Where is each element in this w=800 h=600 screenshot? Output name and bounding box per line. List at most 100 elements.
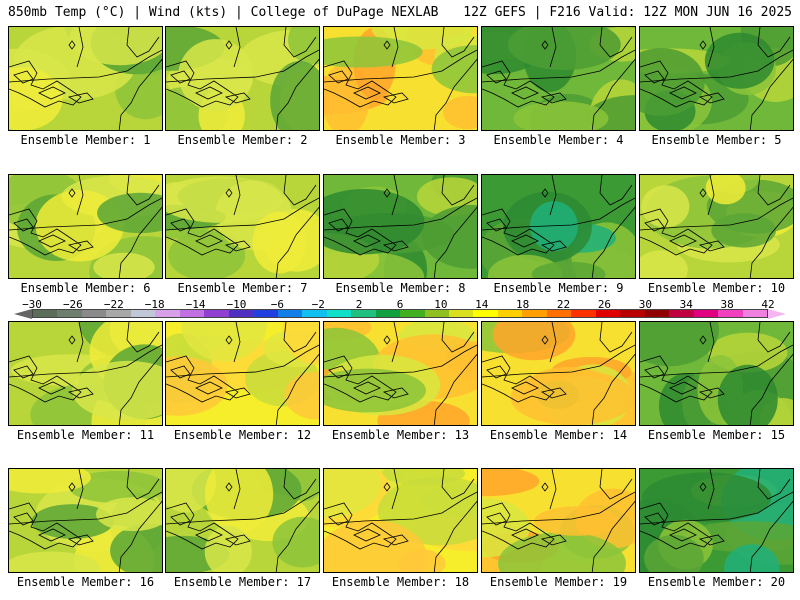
ensemble-member-label: Ensemble Member: 15 (647, 428, 786, 442)
colorbar-tick-label: 2 (355, 298, 363, 311)
colorbar-swatch (179, 310, 205, 317)
colorbar-tick-label: −30 (22, 298, 42, 311)
ensemble-map (323, 321, 478, 426)
ensemble-member-label: Ensemble Member: 19 (489, 575, 628, 589)
colorbar-tick-label: 18 (516, 298, 530, 311)
temperature-field (9, 322, 162, 425)
temperature-field (482, 175, 635, 278)
colorbar-swatch (253, 310, 278, 317)
colorbar-swatch (130, 310, 156, 317)
ensemble-map (323, 26, 478, 131)
colorbar-swatch (497, 310, 523, 317)
ensemble-member-label: Ensemble Member: 5 (651, 133, 782, 147)
colorbar-swatch (473, 310, 498, 317)
temperature-field (482, 322, 635, 425)
temperature-field (9, 175, 162, 278)
colorbar-tick-label: 26 (597, 298, 612, 311)
colorbar-swatch (693, 310, 719, 317)
temperature-field (166, 175, 319, 278)
ensemble-member-label: Ensemble Member: 9 (493, 281, 624, 295)
ensemble-member-label: Ensemble Member: 17 (173, 575, 312, 589)
ensemble-map (639, 321, 794, 426)
ensemble-map (165, 468, 320, 573)
temperature-field (9, 469, 162, 572)
temperature-field (166, 322, 319, 425)
ensemble-member-label: Ensemble Member: 16 (16, 575, 155, 589)
colorbar-tick-label: 42 (761, 298, 775, 311)
ensemble-map (481, 321, 636, 426)
colorbar-tick-label: −6 (270, 298, 284, 311)
ensemble-member-label: Ensemble Member: 12 (173, 428, 312, 442)
colorbar-swatch (228, 310, 254, 317)
colorbar-swatch (204, 310, 229, 317)
colorbar-tick-label: 10 (434, 298, 448, 311)
temperature-field (640, 175, 793, 278)
colorbar-swatch (522, 310, 547, 317)
colorbar-swatch (718, 310, 743, 317)
temperature-field (482, 27, 635, 130)
temperature-field (324, 469, 477, 572)
ensemble-map (323, 174, 478, 279)
ensemble-map (639, 26, 794, 131)
ensemble-member-label: Ensemble Member: 18 (331, 575, 470, 589)
colorbar-swatch (571, 310, 596, 317)
colorbar-swatch (644, 310, 670, 317)
colorbar-swatch (57, 310, 82, 317)
colorbar-tick-label: 38 (720, 298, 734, 311)
colorbar-swatch (277, 310, 303, 317)
ensemble-map (481, 174, 636, 279)
temperature-field (640, 469, 793, 572)
temperature-field (640, 27, 793, 130)
colorbar-swatch (400, 310, 425, 317)
colorbar-tick-label: 34 (679, 298, 693, 311)
colorbar-swatch (351, 310, 376, 317)
colorbar-swatch (302, 310, 327, 317)
ensemble-member-label: Ensemble Member: 14 (489, 428, 628, 442)
temperature-field (166, 469, 319, 572)
colorbar-swatch (669, 310, 694, 317)
ensemble-member-label: Ensemble Member: 11 (16, 428, 155, 442)
ensemble-map (8, 321, 163, 426)
colorbar-swatch (155, 310, 180, 317)
ensemble-map (165, 174, 320, 279)
ensemble-map (8, 468, 163, 573)
temperature-colorbar: −30 −26 −22 −18 −14 −10 −6 −2 2 6 10 14 18 22 26 30 34 38… (14, 298, 786, 324)
ensemble-member-label: Ensemble Member: 3 (335, 133, 466, 147)
colorbar-swatch (424, 310, 449, 317)
colorbar-swatch (742, 310, 768, 317)
colorbar-swatch (326, 310, 352, 317)
model-run-info: 12Z GEFS | F216 Valid: 12Z MON JUN 16 20… (463, 5, 792, 20)
ensemble-map (639, 468, 794, 573)
temperature-field (9, 27, 162, 130)
colorbar-swatch (106, 310, 131, 317)
colorbar-swatch (81, 310, 107, 317)
colorbar-tick-label: −10 (226, 298, 247, 311)
colorbar-right-arrow (768, 309, 786, 319)
colorbar-strip (32, 309, 768, 318)
ensemble-member-label: Ensemble Member: 6 (20, 281, 151, 295)
ensemble-member-label: Ensemble Member: 10 (647, 281, 786, 295)
colorbar-swatch (375, 310, 401, 317)
ensemble-map (165, 26, 320, 131)
ensemble-map (481, 26, 636, 131)
ensemble-member-label: Ensemble Member: 7 (177, 281, 308, 295)
temperature-field (324, 322, 477, 425)
ensemble-member-label: Ensemble Member: 1 (20, 133, 151, 147)
colorbar-swatch (595, 310, 621, 317)
colorbar-tick-label: −18 (144, 298, 165, 311)
temperature-field (324, 27, 477, 130)
ensemble-map (639, 174, 794, 279)
temperature-field (166, 27, 319, 130)
colorbar-tick-label: −26 (62, 298, 83, 311)
colorbar-tick-label: −14 (185, 298, 206, 311)
colorbar-swatch (33, 310, 58, 317)
colorbar-swatch (546, 310, 572, 317)
temperature-field (640, 322, 793, 425)
colorbar-swatch (448, 310, 474, 317)
ensemble-member-label: Ensemble Member: 20 (647, 575, 786, 589)
ensemble-member-label: Ensemble Member: 8 (335, 281, 466, 295)
ensemble-map (481, 468, 636, 573)
ensemble-map (323, 468, 478, 573)
temperature-field (324, 175, 477, 278)
colorbar-tick-label: 30 (638, 298, 652, 311)
